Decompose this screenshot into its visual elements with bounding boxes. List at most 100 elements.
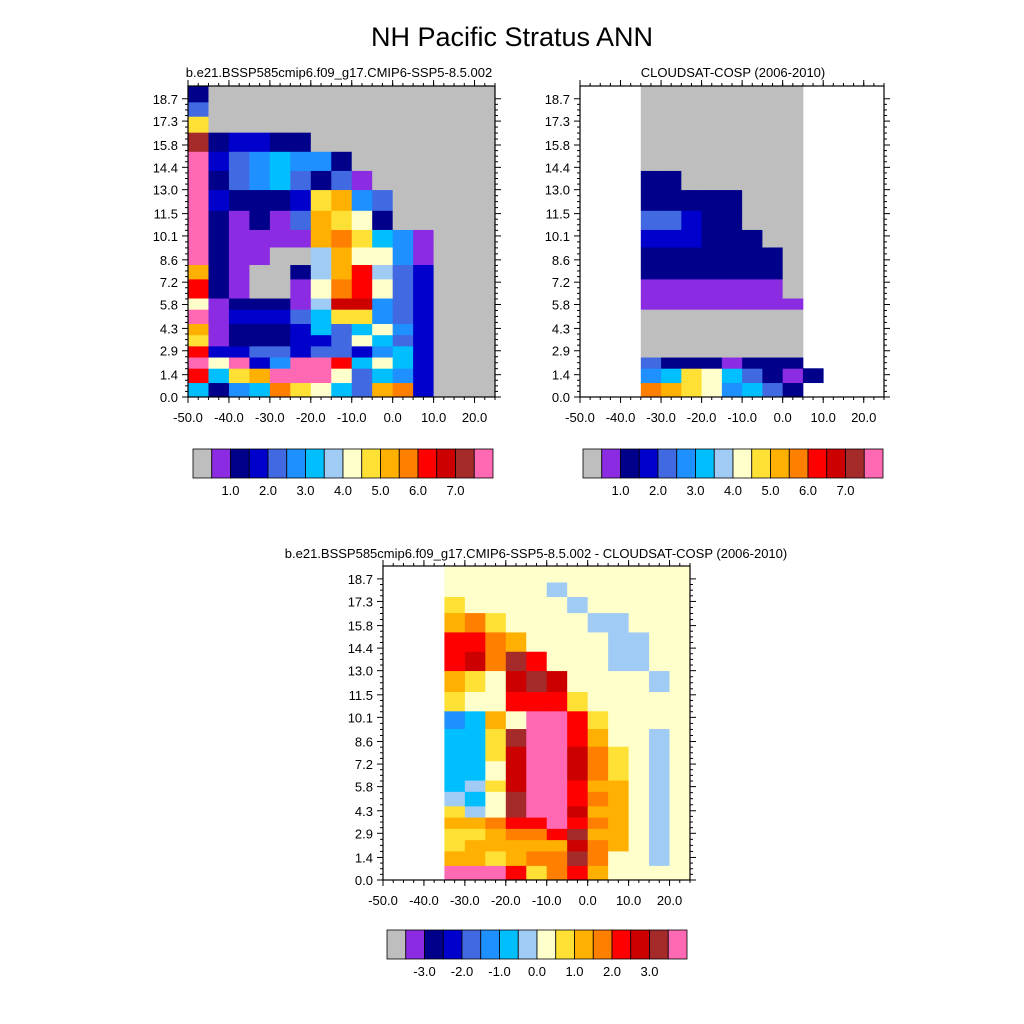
- heatmap-cell: [351, 382, 373, 398]
- colorbar-swatch: [248, 448, 269, 479]
- heatmap-cell: [742, 170, 763, 191]
- panel-observation-title: CLOUDSAT-COSP (2006-2010): [641, 65, 825, 80]
- y-tick-label: 14.4: [348, 641, 373, 656]
- heatmap-cell: [444, 760, 466, 781]
- heatmap-cell: [681, 345, 702, 358]
- heatmap-cell: [782, 298, 804, 310]
- heatmap-cell: [681, 151, 702, 171]
- heatmap-cell: [444, 780, 466, 792]
- heatmap-cell: [608, 632, 629, 652]
- heatmap-cell: [721, 345, 743, 358]
- heatmap-cell: [669, 805, 691, 818]
- heatmap-cell: [649, 805, 670, 818]
- axis-ticks: [574, 80, 890, 403]
- heatmap-cell: [681, 323, 702, 336]
- colorbar-swatch: [461, 929, 482, 960]
- heatmap-cell: [433, 210, 455, 230]
- heatmap-cell: [567, 710, 589, 730]
- heatmap-cell: [587, 760, 609, 781]
- heatmap-cell: [351, 298, 373, 310]
- colorbar-swatch: [517, 929, 538, 960]
- heatmap-cell: [351, 278, 373, 299]
- heatmap-cell: [649, 760, 670, 781]
- heatmap-cell: [228, 101, 250, 117]
- heatmap-cell: [587, 817, 609, 829]
- heatmap-cell: [669, 791, 691, 807]
- heatmap-cell: [413, 298, 434, 310]
- heatmap-cell: [228, 334, 250, 347]
- heatmap-cell: [188, 382, 209, 398]
- heatmap-cell: [640, 264, 662, 280]
- heatmap-cell: [628, 670, 650, 692]
- heatmap-cell: [351, 229, 373, 248]
- heatmap-cell: [546, 632, 568, 652]
- heatmap-cell: [669, 746, 691, 762]
- heatmap-cells: [640, 86, 824, 398]
- heatmap-cell: [310, 278, 332, 299]
- heatmap-cell: [505, 851, 527, 866]
- colorbar-swatch: [473, 448, 494, 479]
- heatmap-cell: [669, 817, 691, 829]
- heatmap-cell: [505, 632, 527, 652]
- heatmap-cell: [290, 247, 312, 266]
- heatmap-cell: [310, 210, 332, 230]
- heatmap-cell: [608, 780, 629, 792]
- y-tick-label: 11.5: [546, 207, 570, 222]
- colorbar-swatch: [380, 448, 400, 479]
- heatmap-cell: [701, 323, 723, 336]
- heatmap-cell: [290, 170, 312, 191]
- heatmap-cell: [567, 791, 589, 807]
- x-tick-label: -40.0: [409, 893, 439, 908]
- heatmap-cell: [505, 612, 527, 633]
- heatmap-cell: [567, 596, 589, 614]
- heatmap-cell: [742, 151, 763, 171]
- y-tick-label: 18.7: [545, 92, 570, 107]
- heatmap-cell: [669, 632, 691, 652]
- heatmap-cell: [546, 851, 568, 866]
- heatmap-cell: [661, 151, 682, 171]
- heatmap-cell: [681, 116, 702, 133]
- heatmap-cell: [701, 189, 723, 211]
- heatmap-cell: [669, 728, 691, 747]
- heatmap-cell: [640, 229, 662, 248]
- heatmap-cell: [433, 382, 455, 398]
- heatmap-cell: [208, 170, 230, 191]
- heatmap-cell: [546, 612, 568, 633]
- colorbar-swatch: [863, 448, 884, 479]
- colorbar-swatch: [657, 448, 678, 479]
- heatmap-cell: [721, 116, 743, 133]
- heatmap-cell: [372, 357, 394, 369]
- heatmap-cell: [587, 632, 609, 652]
- heatmap-cell: [762, 86, 784, 103]
- heatmap-cell: [669, 612, 691, 633]
- heatmap-cell: [587, 865, 609, 881]
- heatmap-cell: [742, 357, 763, 369]
- heatmap-cell: [269, 151, 291, 171]
- heatmap-cell: [721, 189, 743, 211]
- heatmap-cell: [546, 710, 568, 730]
- heatmap-cell: [208, 101, 230, 117]
- heatmap-cell: [485, 746, 507, 762]
- heatmap-cell: [742, 264, 763, 280]
- heatmap-cell: [188, 229, 209, 248]
- heatmap-cell: [188, 247, 209, 266]
- heatmap-cell: [681, 264, 702, 280]
- heatmap-cell: [628, 746, 650, 762]
- heatmap-cell: [290, 298, 312, 310]
- heatmap-cell: [392, 170, 414, 191]
- heatmap-cell: [413, 334, 434, 347]
- colorbar-swatch: [751, 448, 771, 479]
- heatmap-cell: [608, 760, 629, 781]
- colorbar-label: 1.0: [565, 964, 583, 979]
- heatmap-cell: [742, 298, 763, 310]
- heatmap-cell: [649, 851, 670, 866]
- heatmap-cell: [413, 345, 434, 358]
- heatmap-cell: [608, 828, 629, 841]
- heatmap-cell: [608, 596, 629, 614]
- heatmap-cell: [742, 247, 763, 266]
- heatmap-cell: [444, 728, 466, 747]
- y-tick-label: 14.4: [545, 160, 570, 175]
- heatmap-cell: [546, 596, 568, 614]
- y-tick-label: 0.0: [355, 873, 373, 888]
- colorbar-swatch: [713, 448, 734, 479]
